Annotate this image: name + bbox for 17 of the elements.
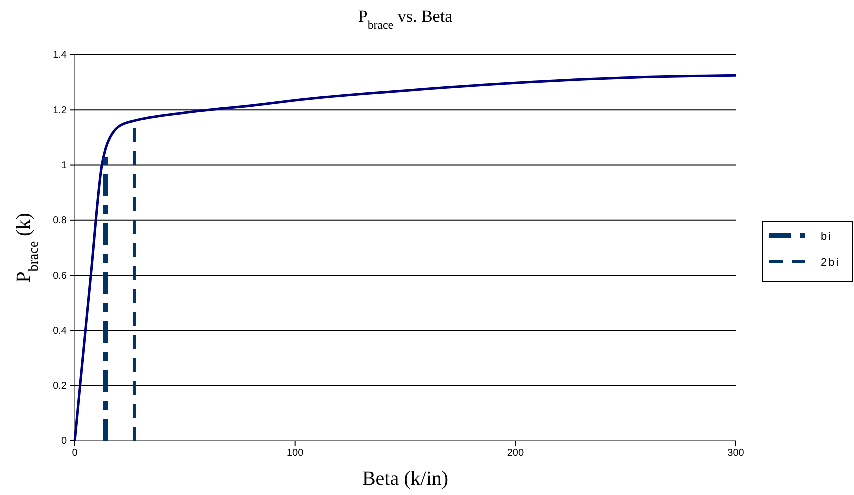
y-tick-label: 1.2: [53, 105, 68, 116]
x-axis-title: Beta (k/in): [362, 468, 449, 490]
legend-label: 2bi: [821, 257, 840, 269]
y-tick-label: 0.4: [53, 326, 68, 337]
x-tick-label: 0: [72, 448, 78, 460]
line-series: [74, 74, 738, 442]
y-tick-label: 1.4: [53, 50, 68, 62]
y-tick-label: 0: [61, 436, 68, 448]
x-tick-label: 300: [728, 448, 745, 460]
y-tick-label: 0.8: [53, 216, 68, 227]
legend-label: bi: [821, 231, 833, 243]
y-tick-label: 1: [61, 160, 68, 172]
x-tick-label: 200: [507, 448, 524, 460]
y-tick-label: 0.6: [53, 270, 68, 282]
y-tick-label: 0.2: [53, 381, 68, 392]
chart-title: P$_{brace}$ vs. Beta: [358, 7, 454, 32]
x-tick-label: 100: [286, 448, 304, 460]
